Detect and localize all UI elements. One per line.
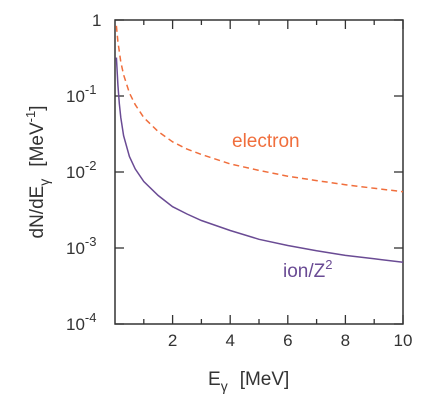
series-label-electron: electron xyxy=(232,131,300,152)
y-axis-title-main: dN/dE xyxy=(27,186,48,239)
y-tick-label-exp: -2 xyxy=(85,158,97,173)
x-tick-label: 10 xyxy=(394,331,413,350)
series-line-electron xyxy=(115,25,404,193)
series-label-ion-exp: 2 xyxy=(325,257,332,272)
series-label-ion: ion/Z2 xyxy=(283,257,332,282)
y-axis-title-unit-close: ] xyxy=(27,105,48,110)
y-axis-title-unit-exp: -1 xyxy=(23,111,38,123)
series-label-ion-text: ion/Z xyxy=(283,261,326,282)
y-tick-label-exp: -4 xyxy=(85,310,97,325)
y-tick-label-base: 10 xyxy=(66,239,85,258)
x-tick-label: 6 xyxy=(283,331,292,350)
y-tick-label-base: 1 xyxy=(92,11,101,30)
y-tick-label: 10-4 xyxy=(66,310,96,334)
y-tick-labels: 110-110-210-310-4 xyxy=(66,11,101,334)
y-tick-label-base: 10 xyxy=(66,87,85,106)
y-axis-title-unit-open: [MeV xyxy=(27,122,48,167)
x-axis-title-main: E xyxy=(208,369,221,390)
x-axis-title: Eγ [MeV] xyxy=(208,369,289,394)
x-tick-label: 4 xyxy=(225,331,234,350)
y-tick-label-base: 10 xyxy=(66,163,85,182)
x-axis-title-sub: γ xyxy=(221,378,228,394)
y-tick-label-exp: -3 xyxy=(85,234,97,249)
plot-frame xyxy=(114,19,404,325)
x-axis-title-unit: [MeV] xyxy=(240,369,290,390)
series-lines xyxy=(115,25,404,263)
series-line-ion xyxy=(115,57,404,263)
series-label-electron-text: electron xyxy=(232,131,300,152)
y-tick-label: 1 xyxy=(92,11,101,30)
y-tick-label: 10-2 xyxy=(66,158,96,182)
y-tick-label: 10-3 xyxy=(66,234,96,258)
x-tick-label: 2 xyxy=(168,331,177,350)
x-tick-label: 8 xyxy=(341,331,350,350)
x-tick-labels: 2 4 6 8 10 xyxy=(168,331,413,350)
y-tick-label-base: 10 xyxy=(66,315,85,334)
tick-marks xyxy=(115,19,404,325)
y-tick-label-exp: -1 xyxy=(85,82,97,97)
y-tick-label: 10-1 xyxy=(66,82,96,106)
y-axis-title: dN/dEγ [MeV-1] xyxy=(23,105,52,238)
y-axis-title-sub: γ xyxy=(36,179,52,186)
